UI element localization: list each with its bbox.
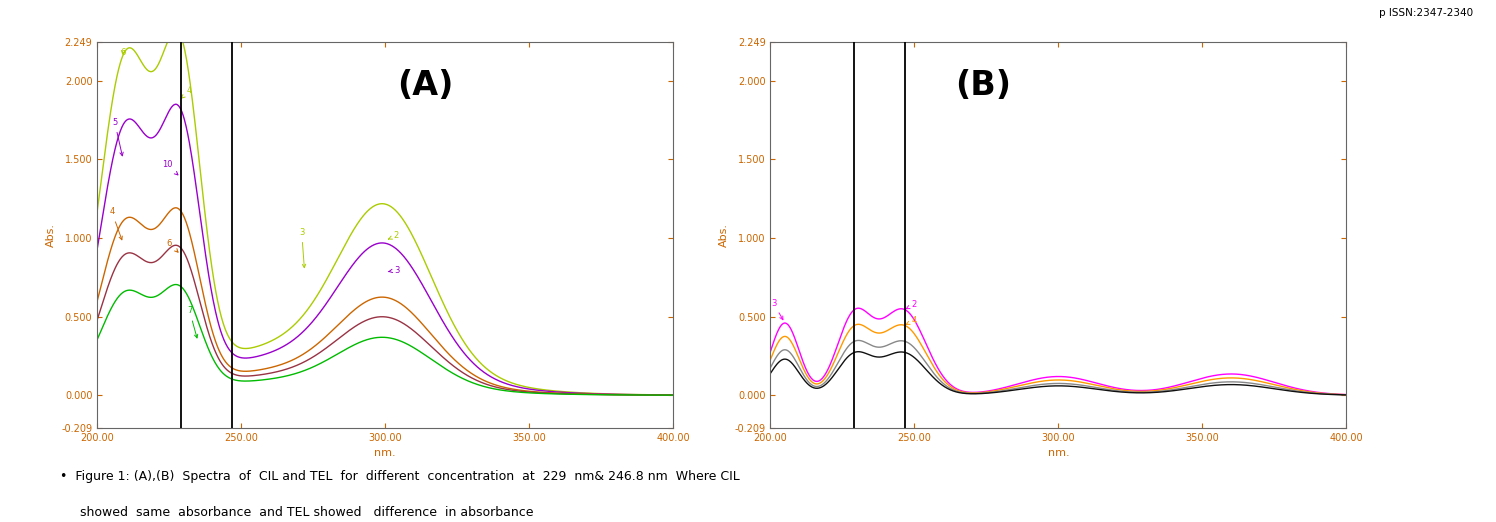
Y-axis label: Abs.: Abs. xyxy=(720,223,729,247)
Text: p ISSN:2347-2340: p ISSN:2347-2340 xyxy=(1379,8,1474,18)
Text: 4: 4 xyxy=(181,87,191,98)
Text: 10: 10 xyxy=(162,160,178,175)
Text: 6: 6 xyxy=(121,49,126,57)
Text: showed  same  absorbance  and TEL showed   difference  in absorbance: showed same absorbance and TEL showed di… xyxy=(60,506,534,519)
Text: 2: 2 xyxy=(389,231,399,240)
Text: 3: 3 xyxy=(299,228,305,268)
Text: 3: 3 xyxy=(389,266,399,275)
Text: (B): (B) xyxy=(954,69,1011,102)
Text: 6: 6 xyxy=(166,239,178,252)
Text: 3: 3 xyxy=(770,299,782,319)
Text: 4: 4 xyxy=(907,316,917,325)
Text: 5: 5 xyxy=(112,118,123,156)
X-axis label: nm.: nm. xyxy=(1047,448,1070,458)
X-axis label: nm.: nm. xyxy=(374,448,396,458)
Y-axis label: Abs.: Abs. xyxy=(46,223,55,247)
Text: 4: 4 xyxy=(109,207,123,240)
Text: (A): (A) xyxy=(396,69,453,102)
Text: •  Figure 1: (A),(B)  Spectra  of  CIL and TEL  for  different  concentration  a: • Figure 1: (A),(B) Spectra of CIL and T… xyxy=(60,470,739,483)
Text: 7: 7 xyxy=(187,306,197,338)
Text: 2: 2 xyxy=(907,300,917,309)
